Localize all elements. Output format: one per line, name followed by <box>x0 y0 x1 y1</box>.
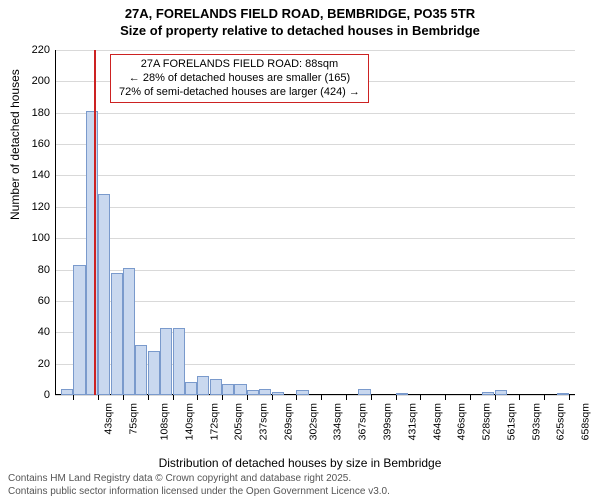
x-tick-label: 237sqm <box>257 403 269 440</box>
x-tick-label: 399sqm <box>381 403 393 440</box>
grid-line <box>55 113 575 114</box>
y-tick-label: 200 <box>32 75 50 87</box>
x-tick-label: 75sqm <box>128 403 140 435</box>
y-tick-label: 60 <box>38 295 50 307</box>
histogram-bar <box>495 390 507 395</box>
property-marker-line <box>94 50 96 395</box>
histogram-bar <box>160 328 172 395</box>
histogram-bar <box>148 351 160 395</box>
y-tick-label: 0 <box>44 389 50 401</box>
x-tick-mark <box>495 395 496 400</box>
histogram-bar <box>135 345 147 395</box>
x-axis-label: Distribution of detached houses by size … <box>0 456 600 470</box>
footer-line-2: Contains public sector information licen… <box>8 486 390 499</box>
grid-line <box>55 175 575 176</box>
y-tick-label: 160 <box>32 138 50 150</box>
y-axis-line <box>55 50 56 395</box>
histogram-bar <box>247 390 259 395</box>
histogram-bar <box>173 328 185 395</box>
histogram-bar <box>222 384 234 395</box>
x-tick-label: 108sqm <box>158 403 170 440</box>
x-tick-mark <box>173 395 174 400</box>
histogram-bar <box>197 376 209 395</box>
x-tick-mark <box>420 395 421 400</box>
x-tick-label: 334sqm <box>332 403 344 440</box>
histogram-bar <box>210 379 222 395</box>
x-tick-mark <box>519 395 520 400</box>
histogram-bar <box>482 392 494 395</box>
grid-line <box>55 207 575 208</box>
x-tick-mark <box>296 395 297 400</box>
y-tick-label: 100 <box>32 232 50 244</box>
x-tick-label: 172sqm <box>208 403 220 440</box>
annotation-line: 27A FORELANDS FIELD ROAD: 88sqm <box>119 58 360 72</box>
chart-annotation-box: 27A FORELANDS FIELD ROAD: 88sqm← 28% of … <box>110 54 369 103</box>
y-axis-label: Number of detached houses <box>8 69 22 220</box>
y-tick-label: 180 <box>32 107 50 119</box>
grid-line <box>55 50 575 51</box>
title-line-1: 27A, FORELANDS FIELD ROAD, BEMBRIDGE, PO… <box>0 6 600 23</box>
histogram-bar <box>234 384 246 395</box>
y-tick-label: 20 <box>38 358 50 370</box>
annotation-line: ← 28% of detached houses are smaller (16… <box>119 72 360 86</box>
x-tick-label: 496sqm <box>456 403 468 440</box>
histogram-bar <box>259 389 271 395</box>
x-tick-label: 367sqm <box>357 403 369 440</box>
y-tick-label: 80 <box>38 264 50 276</box>
y-tick-label: 40 <box>38 326 50 338</box>
histogram-bar <box>185 382 197 395</box>
x-tick-mark <box>123 395 124 400</box>
x-tick-label: 431sqm <box>406 403 418 440</box>
footer-credits: Contains HM Land Registry data © Crown c… <box>8 473 390 498</box>
x-tick-mark <box>272 395 273 400</box>
x-tick-mark <box>222 395 223 400</box>
x-tick-label: 593sqm <box>530 403 542 440</box>
histogram-bar <box>98 194 110 395</box>
x-tick-label: 658sqm <box>580 403 592 440</box>
grid-line <box>55 395 575 396</box>
x-tick-label: 140sqm <box>183 403 195 440</box>
x-tick-mark <box>544 395 545 400</box>
x-tick-label: 205sqm <box>233 403 245 440</box>
histogram-bar <box>358 389 370 395</box>
x-tick-label: 625sqm <box>555 403 567 440</box>
x-tick-label: 528sqm <box>480 403 492 440</box>
footer-line-1: Contains HM Land Registry data © Crown c… <box>8 473 390 486</box>
histogram-bar <box>272 392 284 395</box>
histogram-bar <box>61 389 73 395</box>
histogram-bar <box>111 273 123 395</box>
x-tick-mark <box>73 395 74 400</box>
x-tick-label: 302sqm <box>307 403 319 440</box>
histogram-bar <box>557 393 569 395</box>
x-tick-mark <box>247 395 248 400</box>
x-tick-mark <box>396 395 397 400</box>
x-tick-mark <box>371 395 372 400</box>
x-tick-mark <box>321 395 322 400</box>
x-tick-label: 464sqm <box>431 403 443 440</box>
x-tick-mark <box>445 395 446 400</box>
x-tick-label: 269sqm <box>282 403 294 440</box>
x-tick-mark <box>569 395 570 400</box>
grid-line <box>55 144 575 145</box>
y-tick-label: 140 <box>32 169 50 181</box>
x-tick-mark <box>98 395 99 400</box>
grid-line <box>55 238 575 239</box>
y-tick-label: 220 <box>32 44 50 56</box>
histogram-bar <box>396 393 408 395</box>
histogram-bar <box>73 265 85 395</box>
histogram-bar <box>296 390 308 395</box>
x-tick-label: 561sqm <box>505 403 517 440</box>
y-tick-label: 120 <box>32 201 50 213</box>
annotation-line: 72% of semi-detached houses are larger (… <box>119 86 360 100</box>
x-tick-label: 43sqm <box>103 403 115 435</box>
title-line-2: Size of property relative to detached ho… <box>0 23 600 40</box>
x-tick-mark <box>197 395 198 400</box>
x-tick-mark <box>148 395 149 400</box>
x-tick-mark <box>470 395 471 400</box>
x-tick-mark <box>346 395 347 400</box>
chart-plot-area: 02040608010012014016018020022043sqm75sqm… <box>55 50 575 395</box>
histogram-bar <box>123 268 135 395</box>
